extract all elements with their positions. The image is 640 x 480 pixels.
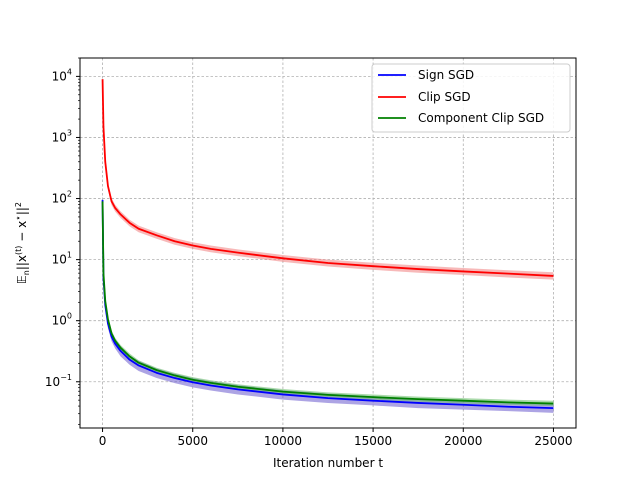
legend-label-sign-sgd: Sign SGD [418,68,474,82]
y-tick-label: 10−1 [45,373,72,389]
line-clip-sgd [101,79,554,277]
y-tick-label: 103 [52,128,72,144]
line-component-clip-sgd [101,201,554,405]
x-tick-label: 25000 [534,434,572,448]
x-tick-label: 15000 [354,434,392,448]
legend-box [371,63,571,133]
legend: Sign SGD Clip SGD Component Clip SGD [371,63,571,133]
x-tick-label: 5000 [177,434,208,448]
x-tick-label: 10000 [264,434,302,448]
y-axis-label: 𝔼n||x(t) − x⋆||2 [14,202,31,284]
line-sign-sgd [101,199,554,410]
y-tick-label: 101 [52,251,72,267]
x-tick-label: 0 [99,434,107,448]
y-tick-label: 102 [52,190,72,206]
plot-frame [79,57,577,429]
y-tick-label: 100 [52,312,72,328]
axis-ticks: 0 5000 10000 15000 20000 25000 10−1 100 101 102 10… [45,57,573,448]
x-axis-label: Iteration number t [273,456,383,470]
series-lines [101,79,554,410]
y-tick-label: 104 [52,67,72,83]
legend-label-clip-sgd: Clip SGD [418,90,471,104]
x-tick-label: 20000 [444,434,482,448]
legend-label-component-clip-sgd: Component Clip SGD [418,111,544,125]
